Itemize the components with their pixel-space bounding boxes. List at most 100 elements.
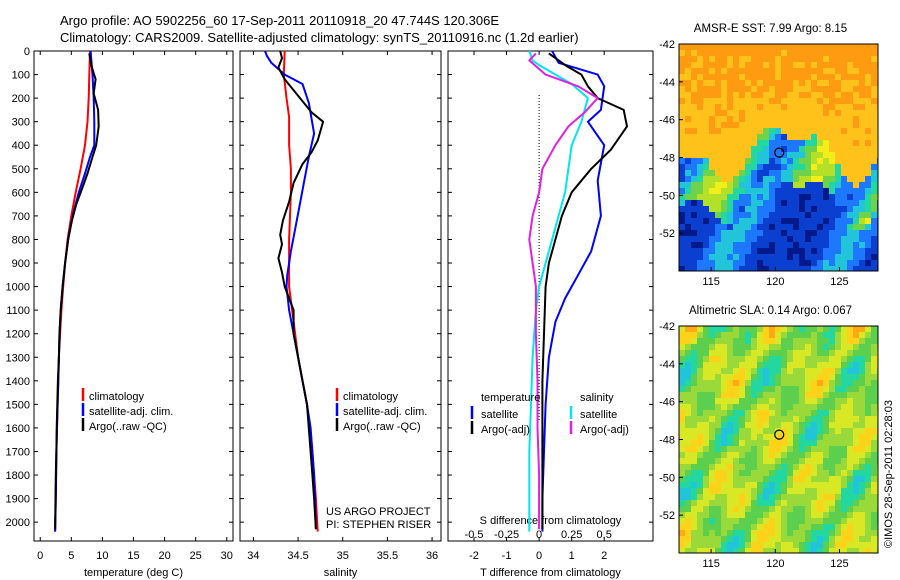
sst_map-cell [751, 170, 758, 177]
sla_map-cell [697, 500, 704, 507]
sst_map-cell [787, 236, 794, 243]
sla_map-cell [697, 416, 704, 423]
sst_map-cell [775, 128, 782, 135]
sla_map-cell [793, 338, 800, 345]
sst_map-cell [817, 44, 824, 51]
sst_map-cell [679, 134, 686, 141]
sst_map-cell [823, 50, 830, 57]
sst_map-cell [853, 116, 860, 123]
sst_map-cell [799, 86, 806, 93]
sla_map-cell [691, 524, 698, 531]
sla_map-cell [733, 416, 740, 423]
sst_map-cell [739, 62, 746, 69]
sst_map-cell [691, 140, 698, 147]
sla_map-cell [691, 338, 698, 345]
sst_map-cell [739, 86, 746, 93]
sla_map-cell [715, 404, 722, 411]
sla_map-cell [793, 536, 800, 543]
sla_map-cell [745, 422, 752, 429]
sst_map-cell [745, 128, 752, 135]
sla_map-cell [793, 494, 800, 501]
sst_map-cell [733, 56, 740, 63]
sst_map-cell [733, 50, 740, 57]
sst_map-cell [799, 104, 806, 111]
sla_map-cell [703, 512, 710, 519]
sst_map-cell [721, 206, 728, 213]
sla_map-cell [835, 542, 842, 549]
sla_map-cell [691, 392, 698, 399]
sla_map-cell [829, 404, 836, 411]
sla_map-cell [835, 434, 842, 441]
sst_map-cell [745, 200, 752, 207]
sla_map-cell [829, 506, 836, 513]
sst_map-cell [799, 218, 806, 225]
sst_map-cell [763, 116, 770, 123]
sla_map-cell [703, 548, 710, 553]
sla_map-cell [871, 368, 878, 375]
sst_map-cell [781, 86, 788, 93]
sst_map-cell [763, 98, 770, 105]
sst_map-cell [727, 182, 734, 189]
sst_map-cell [751, 146, 758, 153]
sst_map-cell [805, 134, 812, 141]
sla_map-cell [727, 326, 734, 333]
sla_map-cell [679, 368, 686, 375]
sla_map-cell [727, 368, 734, 375]
sst_map-cell [763, 44, 770, 51]
sla_map-cell [763, 458, 770, 465]
sst_map-cell [841, 170, 848, 177]
sla_map-cell [763, 476, 770, 483]
sla_map-cell [781, 476, 788, 483]
sst_map-cell [835, 218, 842, 225]
sla_map-cell [697, 362, 704, 369]
sst_map-cell [835, 128, 842, 135]
sla_map-cell [781, 374, 788, 381]
sst_map-cell [691, 104, 698, 111]
difference-xlabel: T difference from climatology [480, 567, 621, 579]
sla_map-cell [865, 458, 872, 465]
sla_map-cell [793, 344, 800, 351]
sla_map-cell [703, 488, 710, 495]
sla_map-cell [763, 332, 770, 339]
sla_map-cell [733, 344, 740, 351]
sla_map-cell [805, 452, 812, 459]
sla_map-cell [787, 446, 794, 453]
sst_map-cell [799, 206, 806, 213]
sst_map-cell [685, 80, 692, 87]
sst_map-cell [829, 140, 836, 147]
sla_map-cell [703, 428, 710, 435]
sla_map-cell [685, 416, 692, 423]
sla_map-cell [691, 446, 698, 453]
sla_map-cell [685, 380, 692, 387]
legend-heading-1: salinity [580, 392, 614, 404]
sla_map-cell [859, 404, 866, 411]
sst_map-cell [871, 74, 878, 81]
sst_map-cell [679, 266, 686, 271]
sst_map-cell [757, 86, 764, 93]
sla_map-cell [721, 530, 728, 537]
sla_map-cell [847, 524, 854, 531]
sla_map-cell [781, 530, 788, 537]
sst_map-cell [811, 146, 818, 153]
sst_map-cell [745, 266, 752, 271]
sst_map-cell [793, 158, 800, 165]
sst_map-cell [823, 122, 830, 129]
sla_map-cell [787, 326, 794, 333]
sla_map-cell [841, 386, 848, 393]
sst_map-cell [823, 242, 830, 249]
sla_map-cell [823, 440, 830, 447]
sla_map-cell [685, 356, 692, 363]
sst_map-cell [763, 164, 770, 171]
sla_map-cell [811, 488, 818, 495]
sst_map-cell [859, 158, 866, 165]
sla_map-cell [817, 338, 824, 345]
sla_map-cell [775, 452, 782, 459]
sla_map-cell [793, 392, 800, 399]
difference-xtick-label: -2 [469, 550, 479, 562]
sla_map-cell [721, 542, 728, 549]
sst_map-cell [763, 200, 770, 207]
sst_map-cell [745, 152, 752, 159]
sla_map-cell [871, 464, 878, 471]
sla_map-cell [775, 386, 782, 393]
sst_map-cell [829, 146, 836, 153]
